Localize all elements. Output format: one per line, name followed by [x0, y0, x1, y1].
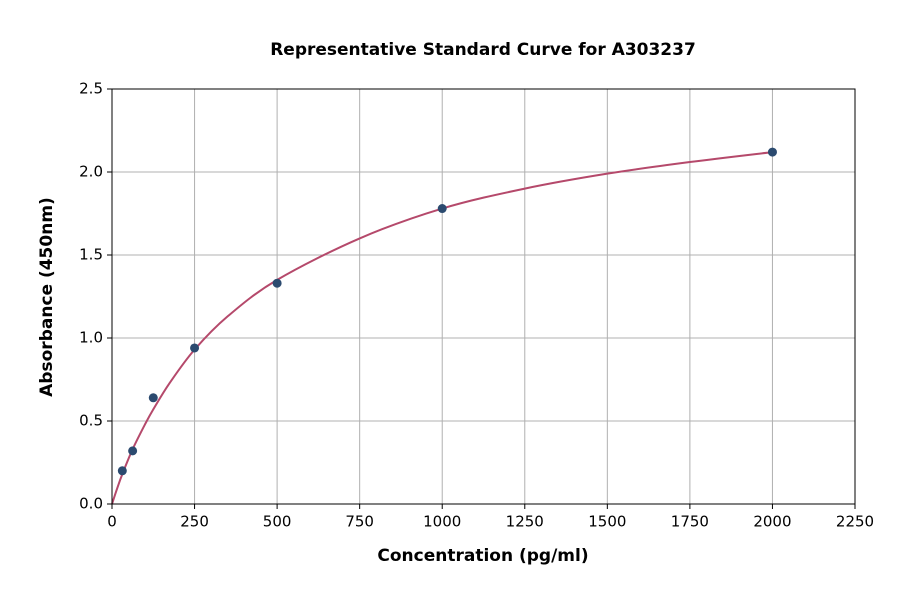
plot-frame — [111, 88, 856, 505]
x-tick-label: 1000 — [423, 513, 461, 531]
plot — [111, 147, 777, 505]
data-point — [437, 204, 447, 214]
x-tick-label: 500 — [263, 513, 292, 531]
x-axis-label: Concentration (pg/ml) — [377, 546, 588, 566]
y-tick-label: 2.0 — [79, 163, 103, 181]
x-tick-label: 250 — [180, 513, 209, 531]
x-tick-label: 1750 — [671, 513, 709, 531]
y-tick-label: 0.0 — [79, 495, 103, 513]
y-tick-label: 0.5 — [79, 412, 103, 430]
y-tick-label: 2.5 — [79, 80, 103, 98]
x-tick-label: 1500 — [588, 513, 626, 531]
y-tick-label: 1.5 — [79, 246, 103, 264]
x-tick-label: 0 — [107, 513, 117, 531]
x-tick-label: 1250 — [506, 513, 544, 531]
y-axis-label: Absorbance (450nm) — [37, 197, 57, 397]
data-point — [190, 343, 200, 353]
x-tick-label: 750 — [345, 513, 374, 531]
grid: 0 250 500 750 1000 1250 1500 1750 2000 2250 0.0 0.5… — [79, 80, 874, 531]
x-tick-label: 2250 — [836, 513, 874, 531]
chart-title: Representative Standard Curve for A30323… — [270, 40, 696, 60]
data-point — [272, 278, 282, 288]
fit-curve — [111, 151, 773, 505]
data-point — [117, 466, 127, 476]
data-point — [128, 446, 138, 456]
y-tick-label: 1.0 — [79, 329, 103, 347]
x-tick-label: 2000 — [753, 513, 791, 531]
data-point — [767, 147, 777, 157]
data-point — [148, 393, 158, 403]
